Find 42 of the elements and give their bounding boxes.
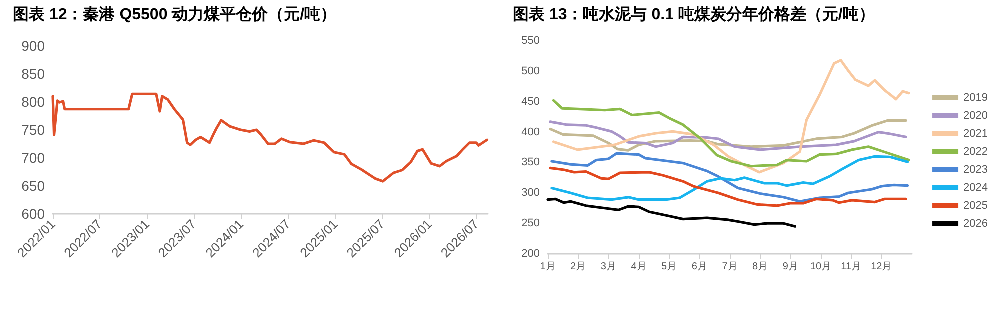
line-series (546, 198, 797, 228)
y-tick-label: 800 (22, 94, 46, 110)
x-tick-label: 9月 (782, 262, 798, 272)
x-tick-label: 7月 (722, 262, 738, 272)
x-tick-label: 10月 (810, 262, 832, 272)
x-tick-label: 8月 (752, 262, 768, 272)
y-tick-label: 650 (22, 178, 46, 194)
legend-label: 2026 (964, 218, 988, 230)
y-tick-label: 500 (522, 65, 540, 78)
y-tick-label: 200 (522, 248, 540, 260)
legend-label: 2022 (964, 146, 988, 158)
y-tick-label: 350 (522, 156, 540, 169)
x-tick-label: 5月 (662, 262, 678, 272)
y-tick-label: 550 (522, 35, 540, 47)
y-tick-label: 900 (22, 38, 46, 54)
y-tick-label: 750 (22, 122, 46, 138)
line-series (549, 166, 908, 208)
chart-title: 图表 12：秦港 Q5500 动力煤平仓价（元/吨） (13, 6, 337, 24)
y-tick-label: 450 (522, 96, 540, 108)
y-tick-label: 700 (22, 150, 46, 166)
legend-label: 2020 (964, 110, 988, 122)
y-tick-label: 300 (522, 187, 540, 200)
y-tick-label: 250 (522, 218, 540, 230)
x-tick-label: 6月 (692, 262, 708, 272)
legend-label: 2021 (964, 128, 988, 140)
line-series (52, 92, 489, 183)
y-tick-label: 850 (22, 66, 46, 82)
x-tick-label: 4月 (631, 262, 647, 272)
x-tick-label: 12月 (871, 262, 892, 272)
legend-label: 2019 (964, 92, 988, 104)
x-tick-label: 3月 (600, 262, 616, 272)
y-tick-label: 600 (22, 206, 46, 222)
legend-label: 2025 (964, 200, 988, 212)
line-series (552, 99, 910, 168)
chart-title: 图表 13：吨水泥与 0.1 吨煤炭分年价格差（元/吨） (513, 6, 875, 24)
y-tick-label: 400 (522, 126, 540, 138)
x-tick-label: 11月 (841, 262, 862, 272)
line-series (552, 59, 910, 174)
legend-label: 2024 (964, 182, 988, 194)
x-tick-label: 1月 (540, 262, 556, 272)
x-tick-label: 2月 (570, 262, 586, 272)
legend-label: 2023 (964, 164, 988, 176)
